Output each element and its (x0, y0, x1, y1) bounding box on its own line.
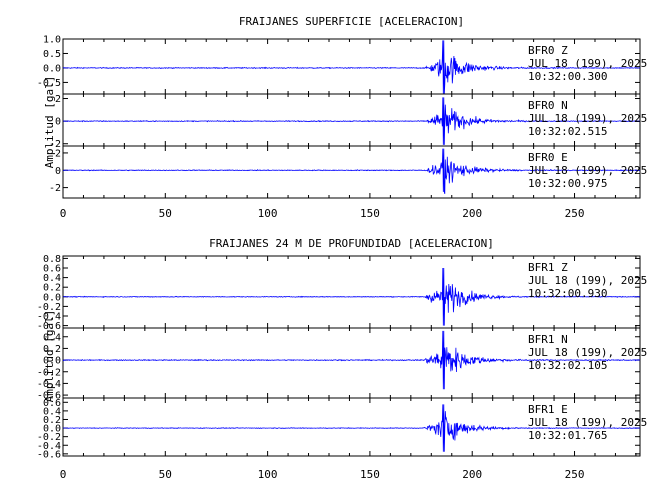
x-tick-label: 0 (60, 468, 67, 481)
x-tick-label: 200 (462, 468, 482, 481)
y-tick-label: 2 (55, 148, 61, 159)
y-tick-label: -0.2 (37, 367, 61, 378)
y-tick-label: 0.2 (43, 415, 61, 426)
x-tick-label: 250 (565, 468, 585, 481)
time-label: 10:32:00.930 (528, 287, 607, 300)
y-tick-label: 0.5 (43, 49, 61, 60)
y-tick-label: -0.2 (37, 302, 61, 313)
y-tick-label: 0.0 (43, 292, 61, 303)
y-tick-label: 0.2 (43, 283, 61, 294)
y-axis-label: Amplitud [gal] (43, 76, 56, 169)
station-component-label: BFR1 N (528, 333, 568, 346)
waveform-line (62, 404, 641, 452)
y-tick-label: -0.2 (37, 432, 61, 443)
station-component-label: BFR0 E (528, 151, 568, 164)
y-tick-label: 0.6 (43, 398, 61, 409)
panel-title: FRAIJANES 24 M DE PROFUNDIDAD [ACELERACI… (209, 237, 494, 250)
station-component-label: BFR0 N (528, 99, 568, 112)
x-tick-label: 150 (360, 207, 380, 220)
x-tick-label: 50 (159, 468, 172, 481)
y-tick-label: -0.5 (37, 78, 61, 89)
time-label: 10:32:00.300 (528, 70, 607, 83)
trace-frame (62, 397, 641, 457)
date-label: JUL 18 (199), 2025 (528, 416, 647, 429)
x-tick-label: 250 (565, 207, 585, 220)
y-tick-label: 0 (55, 117, 61, 128)
panel-1: FRAIJANES SUPERFICIE [ACELERACION] Amplit… (37, 15, 647, 220)
trace-frame (62, 145, 641, 199)
y-tick-label: -0.4 (37, 312, 61, 323)
date-label: JUL 18 (199), 2025 (528, 164, 647, 177)
waveform-line (62, 330, 641, 390)
station-component-label: BFR1 E (528, 403, 568, 416)
y-tick-label: -0.6 (37, 449, 61, 460)
date-label: JUL 18 (199), 2025 (528, 112, 647, 125)
waveform-line (62, 148, 641, 194)
x-tick-label: 200 (462, 207, 482, 220)
y-tick-label: -0.6 (37, 391, 61, 402)
y-tick-label: 0.4 (43, 406, 61, 417)
y-tick-label: 0.4 (43, 273, 61, 284)
y-tick-label: -0.6 (37, 321, 61, 332)
date-label: JUL 18 (199), 2025 (528, 57, 647, 70)
station-component-label: BFR1 Z (528, 261, 568, 274)
time-label: 10:32:01.765 (528, 429, 607, 442)
time-label: 10:32:00.975 (528, 177, 607, 190)
waveform-line (62, 267, 641, 326)
y-tick-label: 1.0 (43, 35, 61, 46)
date-label: JUL 18 (199), 2025 (528, 274, 647, 287)
x-tick-label: 100 (258, 468, 278, 481)
x-tick-label: 150 (360, 468, 380, 481)
panel-title: FRAIJANES SUPERFICIE [ACELERACION] (239, 15, 464, 28)
y-tick-label: 0.0 (43, 356, 61, 367)
panel-2: FRAIJANES 24 M DE PROFUNDIDAD [ACELERACI… (37, 237, 647, 481)
time-label: 10:32:02.105 (528, 359, 607, 372)
x-tick-label: 100 (258, 207, 278, 220)
x-tick-label: 50 (159, 207, 172, 220)
station-component-label: BFR0 Z (528, 44, 568, 57)
y-tick-label: -2 (49, 139, 61, 150)
y-axis-label: Amplitud [gal] (43, 310, 56, 403)
date-label: JUL 18 (199), 2025 (528, 346, 647, 359)
y-tick-label: 0.0 (43, 424, 61, 435)
y-tick-label: 0.0 (43, 63, 61, 74)
waveform-line (62, 97, 640, 145)
x-tick-label: 0 (60, 207, 67, 220)
y-tick-label: -2 (49, 183, 61, 194)
y-tick-label: 0.8 (43, 254, 61, 265)
waveform-line (62, 40, 641, 95)
y-tick-label: 0.2 (43, 344, 61, 355)
y-tick-label: -0.4 (37, 441, 61, 452)
y-tick-label: 0.4 (43, 332, 61, 343)
y-tick-label: 0.6 (43, 264, 61, 275)
y-tick-label: 0 (55, 166, 61, 177)
time-label: 10:32:02.515 (528, 125, 607, 138)
y-tick-label: 2 (55, 94, 61, 105)
y-tick-label: -0.4 (37, 379, 61, 390)
